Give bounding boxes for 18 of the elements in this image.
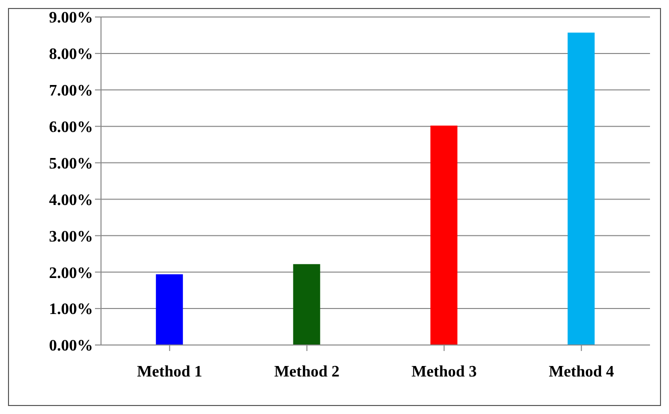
y-tick-label: 7.00% [49, 82, 93, 100]
y-tick-label: 4.00% [49, 192, 93, 209]
x-tick-label: Method 4 [548, 363, 614, 380]
bar [568, 32, 595, 345]
y-tick-label: 6.00% [49, 119, 93, 136]
bar [430, 126, 458, 345]
y-tick-label: 3.00% [49, 228, 93, 246]
y-tick-label: 5.00% [49, 155, 93, 172]
y-tick-label: 2.00% [49, 264, 93, 282]
bar [293, 264, 320, 345]
y-tick-label: 0.00% [49, 338, 93, 355]
x-tick-label: Method 2 [274, 363, 340, 380]
x-tick-label: Method 3 [411, 363, 477, 380]
y-tick-label: 9.00% [49, 10, 93, 27]
x-tick-label: Method 1 [136, 363, 202, 380]
bar [156, 274, 183, 345]
y-tick-label: 1.00% [49, 301, 93, 318]
y-tick-label: 8.00% [49, 46, 93, 64]
